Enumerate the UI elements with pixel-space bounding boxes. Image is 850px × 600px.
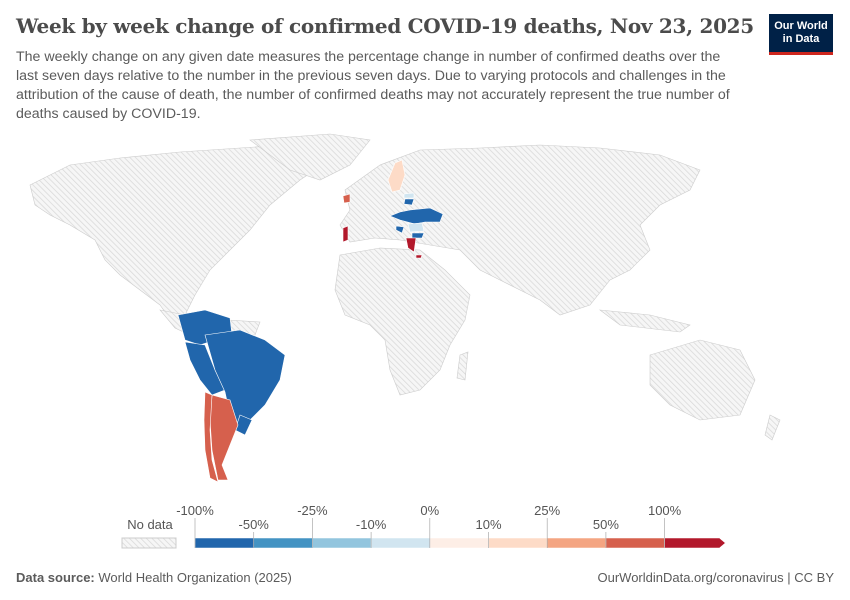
no-data-land (29, 133, 781, 441)
land-australia (649, 339, 756, 421)
legend-bin[interactable] (312, 537, 372, 549)
legend-no-data-swatch (121, 537, 177, 549)
legend-tick-label: -50% (239, 517, 270, 532)
country-latvia[interactable] (403, 192, 415, 199)
subtitle: The weekly change on any given date meas… (16, 49, 730, 122)
legend-bin[interactable] (429, 537, 489, 549)
country-czechia-ukraine[interactable] (389, 207, 444, 225)
legend-tick-label: 10% (475, 517, 501, 532)
country-sweden[interactable] (387, 159, 406, 193)
legend-bin[interactable] (605, 537, 665, 549)
legend-tick-label: -100% (176, 503, 214, 518)
legend-tick-label: 25% (534, 503, 560, 518)
country-brazil[interactable] (204, 329, 286, 431)
data-source: Data source: World Health Organization (… (16, 570, 292, 585)
legend-bin[interactable] (546, 537, 607, 549)
country-romania[interactable] (407, 222, 425, 233)
country-greece[interactable] (405, 237, 417, 253)
country-portugal[interactable] (342, 225, 349, 243)
legend-bin[interactable] (488, 537, 548, 549)
footer-link[interactable]: OurWorldinData.org/coronavirus | CC BY (597, 570, 834, 585)
world-map[interactable] (0, 130, 850, 500)
source-label: Data source: (16, 570, 95, 585)
legend-tick-label: 50% (593, 517, 619, 532)
legend-bin[interactable] (370, 537, 431, 549)
land-indonesia (598, 309, 691, 333)
owid-logo[interactable]: Our World in Data (769, 14, 833, 55)
legend-tick-label: -25% (297, 503, 328, 518)
country-lithuania[interactable] (403, 198, 415, 206)
country-peru-bolivia[interactable] (184, 341, 226, 396)
source-link[interactable]: World Health Organization (2025) (98, 570, 292, 585)
country-croatia[interactable] (395, 225, 405, 234)
country-chile[interactable] (203, 391, 219, 483)
legend-no-data-label: No data (127, 517, 173, 532)
land-madagascar (456, 351, 469, 381)
land-greenland (249, 133, 371, 181)
legend-bin[interactable] (664, 537, 726, 549)
legend-tick-label: 0% (420, 503, 439, 518)
legend-tick-label: 100% (648, 503, 682, 518)
legend-bin[interactable] (194, 537, 254, 549)
land-eurasia (339, 144, 701, 316)
land-new-zealand (764, 414, 781, 441)
countries-with-data (177, 159, 444, 483)
legend-bin[interactable] (253, 537, 313, 549)
page-title: Week by week change of confirmed COVID-1… (16, 14, 754, 38)
legend-tick-label: -10% (356, 517, 387, 532)
country-bulgaria[interactable] (411, 232, 425, 239)
color-legend: No data -100% -25% 0% 25% 100% -50% -10% 10% 50% (121, 503, 726, 549)
country-argentina[interactable] (209, 394, 239, 481)
country-ireland[interactable] (342, 193, 351, 204)
land-africa (334, 247, 471, 396)
land-north-america (29, 143, 331, 323)
country-cyprus[interactable] (415, 254, 423, 259)
